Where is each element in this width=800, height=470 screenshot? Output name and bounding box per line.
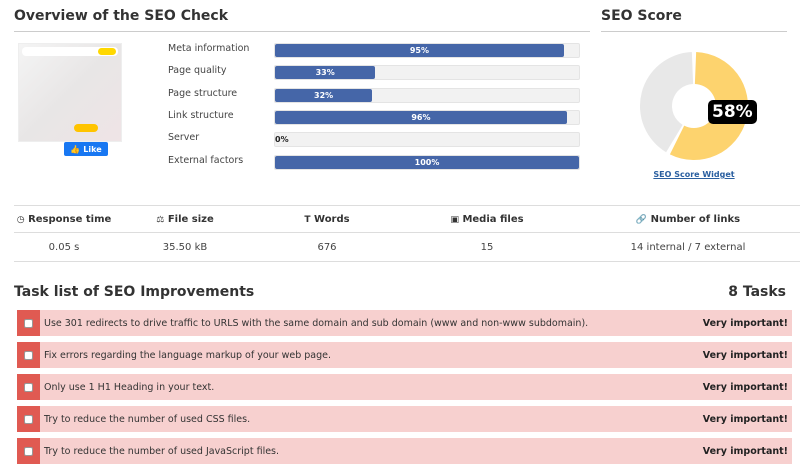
task-checkbox[interactable] xyxy=(24,446,33,456)
donut-score-segment xyxy=(669,52,748,160)
metric-value: 0% xyxy=(275,135,289,144)
metric-progress-bar: 95% xyxy=(274,43,580,58)
task-checkbox[interactable] xyxy=(24,318,33,328)
task-checkbox[interactable] xyxy=(24,350,33,360)
metric-fill: 96% xyxy=(275,111,567,124)
task-text: Try to reduce the number of used JavaScr… xyxy=(44,445,280,457)
task-marker xyxy=(17,374,40,400)
stat-header: 🔗 Number of links xyxy=(635,213,741,225)
task-marker xyxy=(17,310,40,336)
metric-progress-bar: 0% xyxy=(274,132,580,147)
website-screenshot xyxy=(18,43,122,142)
stat-value: 14 internal / 7 external xyxy=(630,241,746,253)
stat-value: 0.05 s xyxy=(48,241,80,253)
task-marker xyxy=(17,438,40,464)
text-icon: T xyxy=(304,214,311,225)
metric-label: Server xyxy=(168,132,200,143)
task-priority: Very important! xyxy=(702,349,788,361)
task-checkbox[interactable] xyxy=(24,382,33,392)
metric-label: Page quality xyxy=(168,65,227,76)
overview-title: Overview of the SEO Check xyxy=(14,8,229,24)
metric-fill: 100% xyxy=(275,156,579,169)
link-icon: 🔗 xyxy=(635,214,648,225)
task-priority: Very important! xyxy=(702,381,788,393)
task-text: Only use 1 H1 Heading in your text. xyxy=(44,381,215,393)
metric-progress-bar: 96% xyxy=(274,110,580,125)
task-item: Try to reduce the number of used JavaScr… xyxy=(17,438,792,464)
divider xyxy=(601,31,787,32)
stat-value: 35.50 kB xyxy=(162,241,208,253)
task-item: Use 301 redirects to drive traffic to UR… xyxy=(17,310,792,336)
task-priority: Very important! xyxy=(702,413,788,425)
stats-table: ◷ Response time ⚖ File size T Words ▣ Media… xyxy=(14,205,800,262)
metric-fill: 32% xyxy=(275,89,373,102)
seo-score-donut xyxy=(640,52,748,160)
thumbs-up-icon: 👍 xyxy=(70,144,81,154)
stat-header: ▣ Media files xyxy=(450,213,524,225)
scale-icon: ⚖ xyxy=(156,214,165,225)
donut-remaining-segment xyxy=(640,52,694,153)
task-priority: Very important! xyxy=(702,317,788,329)
task-marker xyxy=(17,342,40,368)
stat-value: 15 xyxy=(480,241,494,253)
stat-header: ⚖ File size xyxy=(156,213,214,225)
task-marker xyxy=(17,406,40,432)
task-item: Only use 1 H1 Heading in your text. Very… xyxy=(17,374,792,400)
metric-fill: 95% xyxy=(275,44,564,57)
metric-fill: 33% xyxy=(275,66,376,79)
seo-score-value: 58% xyxy=(708,100,757,124)
metric-label: Link structure xyxy=(168,110,234,121)
metric-progress-bar: 100% xyxy=(274,155,580,170)
task-list-title: Task list of SEO Improvements xyxy=(14,284,255,300)
task-item: Fix errors regarding the language markup… xyxy=(17,342,792,368)
metric-label: Meta information xyxy=(168,43,250,54)
task-text: Fix errors regarding the language markup… xyxy=(44,349,331,361)
facebook-like-button[interactable]: 👍 Like xyxy=(64,142,108,156)
task-item: Try to reduce the number of used CSS fil… xyxy=(17,406,792,432)
task-checkbox[interactable] xyxy=(24,414,33,424)
task-text: Use 301 redirects to drive traffic to UR… xyxy=(44,317,589,329)
task-count: 8 Tasks xyxy=(728,284,786,300)
stat-header: T Words xyxy=(304,213,350,225)
stat-value: 676 xyxy=(317,241,337,253)
metric-progress-bar: 33% xyxy=(274,65,580,80)
seo-score-title: SEO Score xyxy=(601,8,682,24)
image-icon: ▣ xyxy=(450,214,459,225)
divider xyxy=(14,31,590,32)
seo-score-widget-link[interactable]: SEO Score Widget xyxy=(653,170,735,179)
task-priority: Very important! xyxy=(702,445,788,457)
task-text: Try to reduce the number of used CSS fil… xyxy=(44,413,251,425)
clock-icon: ◷ xyxy=(16,214,25,225)
stat-header: ◷ Response time xyxy=(16,213,112,225)
metric-progress-bar: 32% xyxy=(274,88,580,103)
metric-label: External factors xyxy=(168,155,244,166)
metric-label: Page structure xyxy=(168,88,238,99)
